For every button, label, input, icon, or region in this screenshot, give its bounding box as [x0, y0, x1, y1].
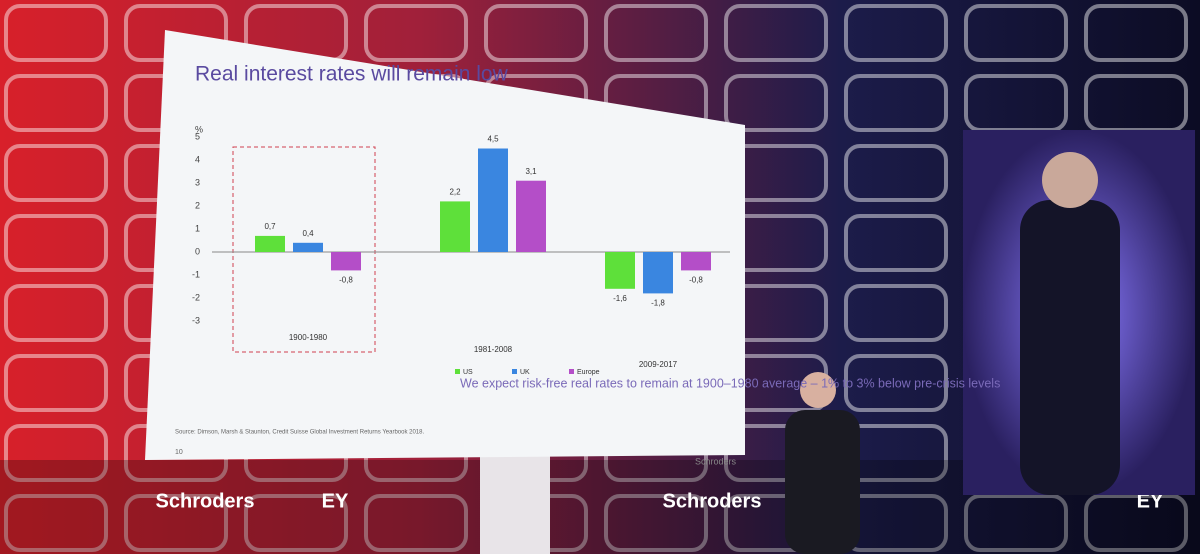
bar — [293, 242, 323, 252]
y-tick-label: 4 — [195, 154, 200, 164]
legend-swatch — [455, 369, 460, 374]
bar — [643, 252, 673, 294]
y-tick-label: -2 — [192, 292, 200, 302]
chart-title: Real interest rates will remain low — [195, 63, 509, 86]
source: Source: Dimson, Marsh & Staunton, Credit… — [175, 430, 424, 436]
bar — [478, 148, 508, 252]
banner-text: EY — [1137, 490, 1164, 512]
value-label: -1,8 — [651, 299, 665, 308]
podium — [480, 452, 550, 554]
y-tick-label: 2 — [195, 200, 200, 210]
bar — [605, 252, 635, 289]
value-label: 4,5 — [487, 135, 499, 144]
legend-label: Europe — [577, 369, 600, 376]
category-label: 2009-2017 — [639, 360, 678, 369]
value-label: -1,6 — [613, 294, 627, 303]
legend-label: UK — [520, 369, 530, 376]
highlight-box — [232, 146, 376, 353]
y-tick-label: 5 — [195, 131, 200, 141]
bar — [255, 235, 285, 252]
category-label: 1900-1980 — [289, 333, 328, 342]
value-label: -0,8 — [689, 276, 703, 285]
slide-logo: Schroders — [695, 456, 737, 466]
y-tick-label: 1 — [195, 223, 200, 233]
bar — [331, 252, 361, 271]
annotation: We expect risk-free real rates to remain… — [460, 376, 1000, 390]
page-number: 10 — [175, 449, 183, 456]
banner-text: Schroders — [156, 490, 255, 512]
y-tick-label: -3 — [192, 315, 200, 325]
value-label: -0,8 — [339, 276, 353, 285]
value-label: 2,2 — [449, 188, 461, 197]
value-label: 3,1 — [525, 167, 537, 176]
bar — [681, 252, 711, 271]
speaker-head — [800, 372, 836, 408]
legend-label: US — [463, 369, 473, 376]
slide-content: Real interest rates will remain low % We… — [175, 63, 1000, 467]
y-tick-label: -1 — [192, 269, 200, 279]
banner-text: Schroders — [663, 490, 762, 512]
value-label: 0,4 — [302, 229, 314, 238]
y-unit: % — [195, 124, 203, 134]
y-tick-label: 3 — [195, 177, 200, 187]
banner-text: EY — [322, 490, 349, 512]
y-tick-label: 0 — [195, 246, 200, 256]
speaker-on-screen — [1020, 200, 1120, 495]
legend-swatch — [569, 369, 574, 374]
speaker — [785, 410, 860, 554]
bar — [516, 180, 546, 252]
bar — [440, 201, 470, 252]
value-label: 0,7 — [264, 222, 276, 231]
category-label: 1981-2008 — [474, 345, 513, 354]
banner-row: Schroders EY Schroders EY — [156, 490, 1164, 512]
legend-swatch — [512, 369, 517, 374]
speaker-head-on-screen — [1042, 152, 1098, 208]
